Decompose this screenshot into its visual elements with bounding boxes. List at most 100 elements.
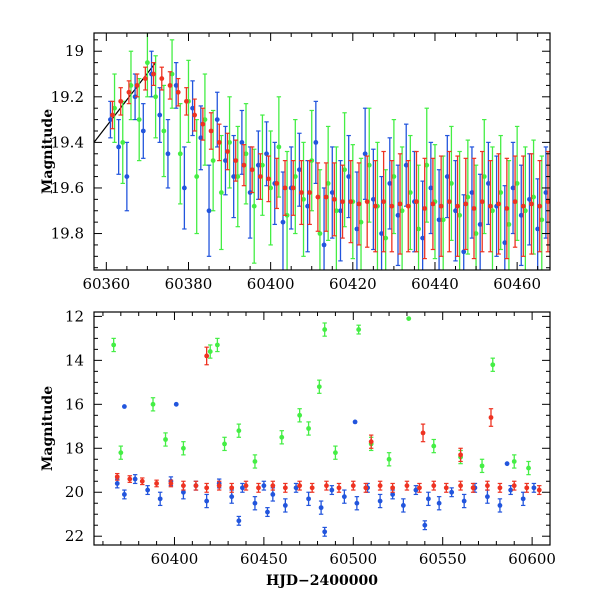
- y-tick-label: 12: [65, 307, 84, 325]
- data-point: [251, 203, 257, 209]
- data-point: [118, 98, 124, 104]
- data-point: [420, 430, 426, 436]
- data-point: [531, 485, 537, 491]
- data-point: [175, 89, 181, 95]
- data-point: [383, 235, 389, 241]
- data-point: [214, 342, 220, 348]
- data-point: [479, 463, 485, 469]
- data-point: [306, 426, 311, 431]
- data-point: [204, 353, 210, 359]
- data-point: [497, 485, 503, 491]
- data-point: [163, 437, 168, 442]
- plot-frame: [93, 311, 551, 546]
- data-point: [202, 117, 208, 122]
- data-point: [110, 112, 115, 118]
- data-point: [526, 465, 531, 471]
- data-point: [292, 174, 298, 179]
- data-point: [229, 485, 235, 491]
- data-point: [239, 139, 245, 145]
- data-point: [539, 217, 545, 223]
- data-point: [390, 485, 396, 491]
- data-point: [181, 489, 186, 495]
- data-point: [373, 203, 378, 209]
- data-point: [331, 196, 337, 202]
- data-point: [350, 483, 356, 489]
- data-point: [431, 483, 437, 489]
- data-point: [387, 181, 393, 186]
- data-point: [406, 316, 412, 321]
- data-point: [333, 450, 338, 456]
- data-point: [280, 219, 286, 225]
- data-point: [536, 487, 542, 493]
- data-point: [390, 492, 396, 497]
- data-point: [502, 240, 508, 246]
- series-0: [114, 401, 537, 537]
- data-point: [318, 505, 324, 511]
- data-point: [134, 83, 140, 88]
- data-point: [255, 162, 261, 168]
- data-point: [207, 349, 213, 354]
- data-point: [118, 450, 124, 456]
- data-point: [256, 485, 261, 491]
- data-point: [520, 496, 526, 502]
- data-point: [543, 190, 549, 195]
- data-point: [348, 199, 354, 205]
- data-point: [150, 401, 156, 407]
- data-point: [116, 144, 122, 150]
- series-1: [112, 33, 545, 270]
- data-point: [297, 167, 302, 173]
- data-point: [282, 485, 288, 491]
- data-point: [545, 199, 550, 205]
- data-point: [529, 201, 534, 207]
- data-point: [397, 201, 403, 207]
- data-point: [192, 112, 198, 118]
- data-point: [173, 401, 179, 407]
- data-point: [142, 76, 148, 81]
- x-tick-label: 60400: [151, 550, 199, 568]
- y-tick-label: 19.2: [51, 88, 84, 106]
- data-point: [260, 162, 265, 168]
- x-tick-label: 60400: [247, 275, 295, 293]
- data-point: [458, 452, 463, 458]
- y-axis-label: Magnitude: [40, 386, 56, 471]
- data-point: [520, 203, 526, 209]
- data-point: [159, 76, 165, 81]
- data-point: [354, 500, 360, 506]
- x-tick-label: 60550: [419, 550, 467, 568]
- data-point: [157, 112, 163, 118]
- data-point: [132, 476, 138, 482]
- data-point: [512, 199, 518, 205]
- series-1: [111, 316, 531, 476]
- data-point: [210, 158, 216, 164]
- series-2: [110, 62, 550, 260]
- data-point: [233, 158, 239, 164]
- data-point: [168, 481, 174, 486]
- y-tick-label: 19.8: [51, 225, 84, 243]
- data-point: [522, 208, 528, 214]
- data-point: [301, 196, 306, 202]
- data-point: [535, 226, 541, 232]
- data-point: [405, 203, 411, 209]
- data-point: [316, 384, 322, 390]
- y-tick-label: 14: [65, 351, 84, 369]
- data-point: [307, 190, 313, 195]
- data-point: [352, 419, 358, 425]
- data-point: [282, 185, 288, 191]
- data-point: [225, 149, 230, 154]
- data-point: [252, 459, 258, 464]
- data-point: [518, 212, 524, 218]
- data-point: [463, 201, 469, 207]
- data-point: [438, 203, 444, 209]
- data-point: [322, 529, 328, 535]
- data-point: [346, 174, 352, 179]
- data-point: [504, 206, 510, 211]
- data-point: [181, 185, 187, 191]
- x-tick-label: 60460: [493, 275, 541, 293]
- data-point: [241, 162, 247, 168]
- data-point: [293, 485, 299, 491]
- data-point: [506, 222, 512, 227]
- data-point: [214, 117, 220, 122]
- data-point: [341, 494, 347, 500]
- data-point: [417, 485, 422, 491]
- data-point: [379, 231, 384, 236]
